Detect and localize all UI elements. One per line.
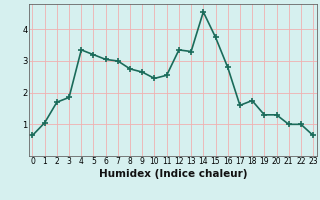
X-axis label: Humidex (Indice chaleur): Humidex (Indice chaleur) (99, 169, 247, 179)
